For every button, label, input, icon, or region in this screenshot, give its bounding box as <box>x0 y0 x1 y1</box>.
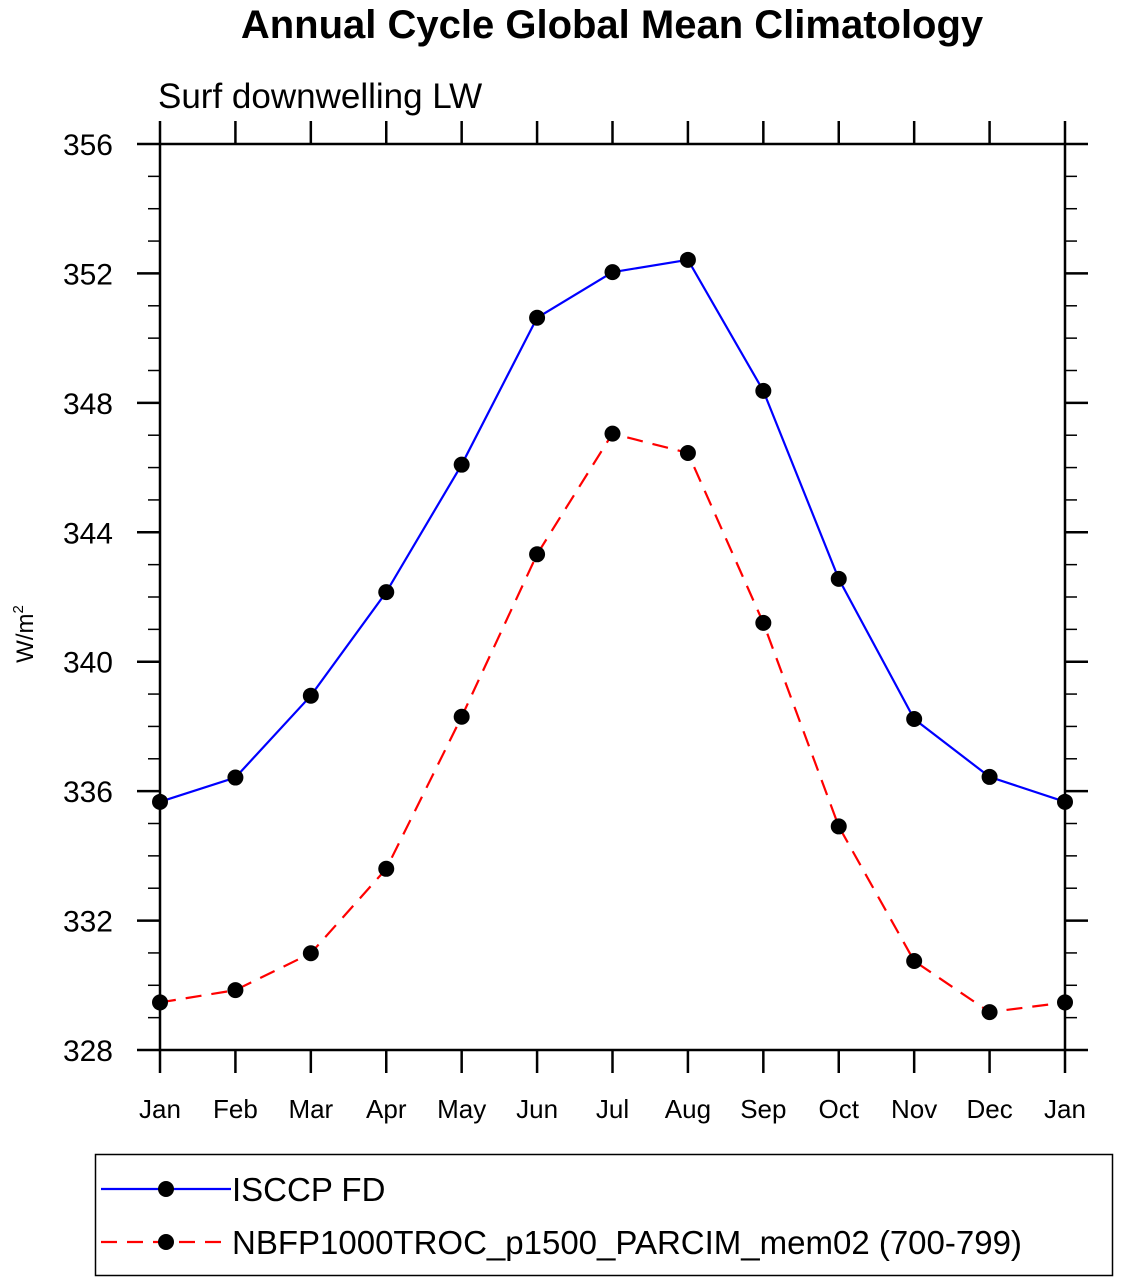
chart-subtitle: Surf downwelling LW <box>158 77 482 116</box>
series-layer <box>152 251 1073 1021</box>
y-tick-label: 352 <box>63 258 113 291</box>
y-axis-label-superscript: 2 <box>10 605 27 613</box>
x-tick-label: Aug <box>665 1094 711 1124</box>
data-point <box>227 982 244 999</box>
y-tick-label: 356 <box>63 129 113 162</box>
x-tick-label: Jun <box>516 1094 558 1124</box>
legend-label: NBFP1000TROC_p1500_PARCIM_mem02 (700-799… <box>232 1224 1022 1261</box>
data-point <box>529 309 546 326</box>
data-point <box>227 769 244 786</box>
chart-title: Annual Cycle Global Mean Climatology <box>241 3 984 47</box>
data-point <box>378 584 395 601</box>
data-point <box>604 264 621 281</box>
data-point <box>152 994 168 1011</box>
data-point <box>302 945 319 962</box>
y-tick-label: 328 <box>63 1035 113 1068</box>
series-line <box>159 258 1066 803</box>
data-point <box>453 456 470 473</box>
series-line <box>159 432 1066 1014</box>
legend-item-1: ISCCP FD <box>101 1171 385 1208</box>
x-tick-label: Dec <box>966 1094 1012 1124</box>
data-point <box>981 1004 998 1021</box>
x-tick-label: Jan <box>139 1094 181 1124</box>
series-2 <box>152 425 1073 1021</box>
y-tick-label: 348 <box>63 388 113 421</box>
y-tick-label: 340 <box>63 647 113 680</box>
x-tick-label: Mar <box>288 1094 333 1124</box>
legend-label: ISCCP FD <box>232 1171 385 1208</box>
y-axis-label-unit: W/m <box>12 614 39 663</box>
data-point <box>906 710 923 727</box>
data-point <box>830 570 847 587</box>
data-point <box>679 251 696 268</box>
y-tick-label: 332 <box>63 906 113 939</box>
legend-marker <box>158 1181 174 1197</box>
legend-box <box>94 1153 1114 1277</box>
x-tick-label: Apr <box>366 1094 407 1124</box>
y-axis-label: W/m2 <box>10 605 39 663</box>
data-point <box>1057 793 1073 810</box>
y-tick-labels: 328 332 336 340 344 348 352 356 <box>63 129 113 1068</box>
data-point <box>981 768 998 785</box>
x-tick-label: Oct <box>819 1094 860 1124</box>
data-point <box>755 614 772 631</box>
x-tick-label: Jul <box>596 1094 629 1124</box>
legend-item-2: NBFP1000TROC_p1500_PARCIM_mem02 (700-799… <box>101 1224 1022 1261</box>
x-tick-labels: Jan Feb Mar Apr May Jun Jul Aug Sep Oct Nov Dec Jan <box>139 1094 1086 1124</box>
data-point <box>152 793 168 810</box>
data-point <box>906 953 923 970</box>
data-point <box>453 708 470 725</box>
data-point <box>679 445 696 462</box>
data-point <box>755 382 772 399</box>
legend-items: ISCCP FD NBFP1000TROC_p1500_PARCIM_mem02 … <box>101 1171 1022 1261</box>
legend: ISCCP FD NBFP1000TROC_p1500_PARCIM_mem02 … <box>94 1153 1114 1277</box>
y-tick-label: 344 <box>63 517 113 550</box>
x-tick-label: May <box>437 1094 486 1124</box>
x-tick-label: Feb <box>213 1094 258 1124</box>
axes <box>137 121 1088 1073</box>
x-tick-label: Nov <box>891 1094 937 1124</box>
data-point <box>830 818 847 835</box>
legend-marker <box>158 1234 174 1250</box>
data-point <box>604 425 621 442</box>
data-point <box>302 687 319 704</box>
data-point <box>1057 994 1073 1011</box>
y-tick-label: 336 <box>63 776 113 809</box>
x-tick-label: Sep <box>740 1094 786 1124</box>
data-point <box>378 860 395 877</box>
data-point <box>529 546 546 563</box>
series-1 <box>152 251 1073 810</box>
x-tick-label: Jan <box>1044 1094 1086 1124</box>
